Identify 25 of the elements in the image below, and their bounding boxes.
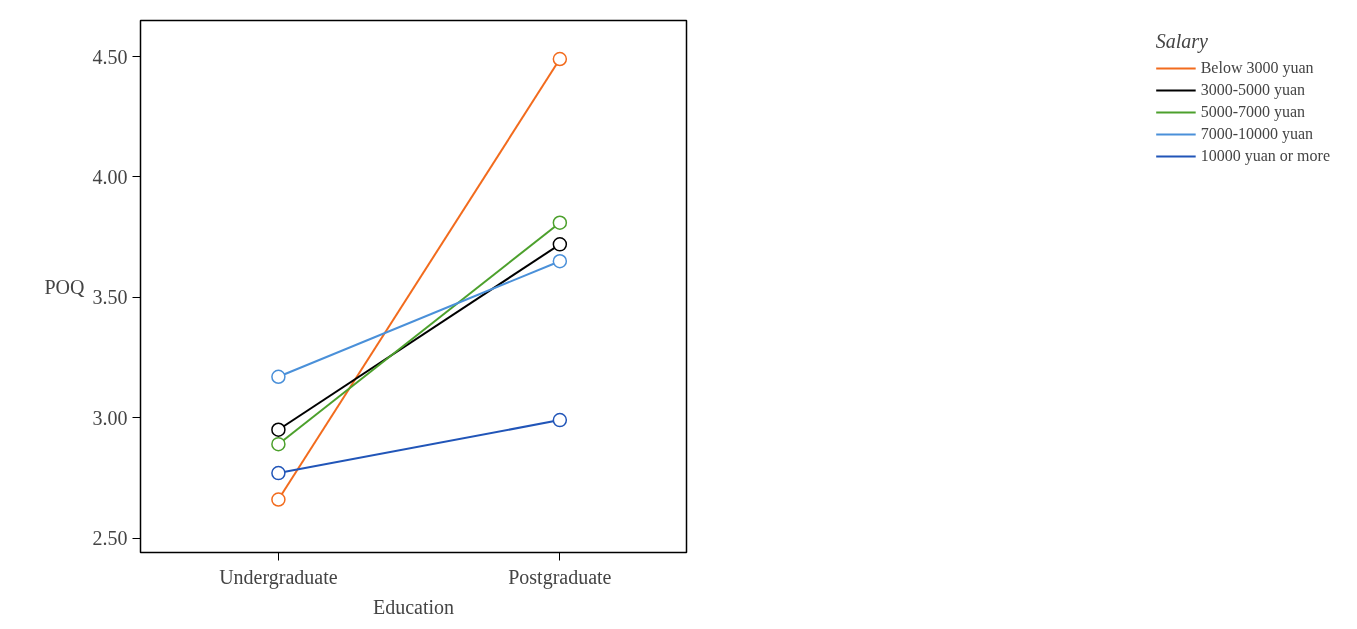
- y-tick-label: 2.50: [92, 527, 128, 550]
- legend-label: Below 3000 yuan: [1200, 59, 1314, 77]
- legend-label: 5000-7000 yuan: [1200, 103, 1306, 121]
- y-axis-title: POQ: [44, 275, 86, 298]
- x-tick-label: Undergraduate: [219, 565, 338, 589]
- point: [552, 253, 568, 269]
- point: [271, 436, 286, 452]
- x-axis-title: Education: [372, 595, 455, 618]
- y-tick-label: 4.00: [92, 165, 128, 188]
- point: [552, 412, 568, 428]
- legend-title: Salary: [1155, 30, 1209, 53]
- y-tick-label: 3.00: [92, 406, 128, 429]
- point: [552, 51, 568, 67]
- point: [271, 492, 286, 507]
- point: [552, 237, 568, 252]
- y-tick-label: 3.50: [92, 286, 128, 309]
- y-tick-label: 4.50: [92, 45, 128, 68]
- legend-label: 7000-10000 yuan: [1200, 125, 1314, 143]
- point: [271, 369, 286, 385]
- point: [552, 215, 568, 230]
- legend-label: 10000 yuan or more: [1200, 147, 1330, 165]
- x-tick-label: Postgraduate: [508, 565, 612, 589]
- point: [271, 422, 286, 437]
- point: [271, 465, 286, 481]
- legend-label: 3000-5000 yuan: [1200, 81, 1306, 99]
